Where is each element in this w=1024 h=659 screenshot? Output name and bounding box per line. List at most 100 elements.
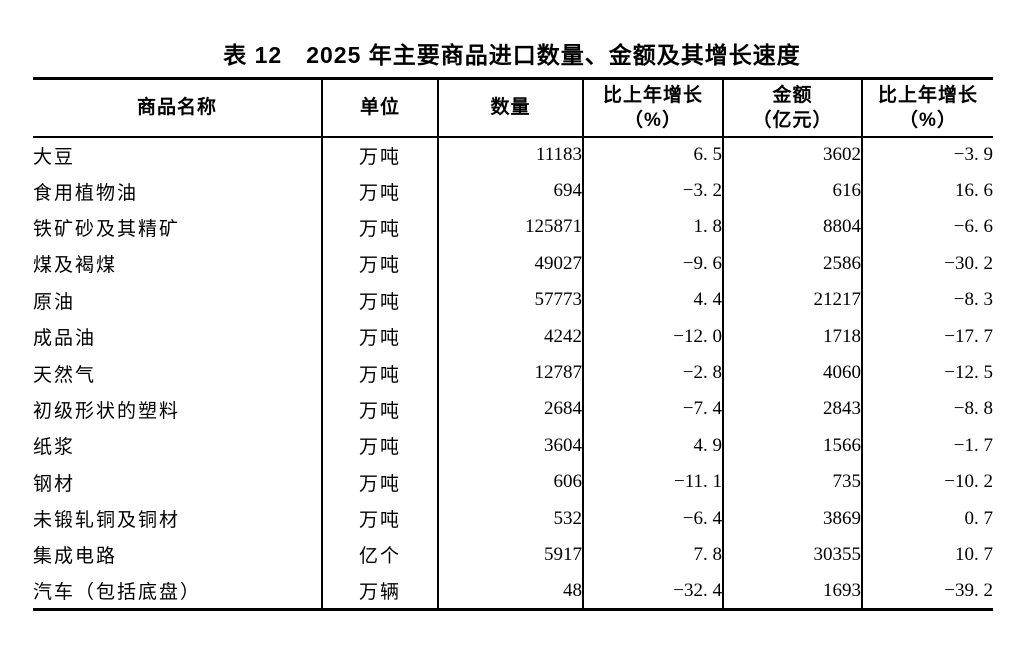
- table-title: 表 12 2025 年主要商品进口数量、金额及其增长速度: [223, 42, 801, 68]
- col-header-label: 数量: [490, 97, 531, 119]
- cell-amount-growth: −8. 8: [861, 391, 993, 428]
- col-header-sub: （亿元）: [752, 109, 833, 131]
- cell-unit: 万吨: [321, 245, 438, 283]
- col-header-label: 单位: [359, 97, 400, 119]
- cell-amount: 2843: [722, 391, 862, 428]
- cell-quantity-growth: −6. 4: [582, 500, 723, 537]
- cell-commodity-name: 汽车（包括底盘）: [33, 582, 202, 604]
- table-row: 集成电路 亿个 5917 7. 8 30355 10. 7: [33, 536, 993, 574]
- cell-unit: 万吨: [321, 209, 438, 246]
- cell-commodity-name: 纸浆: [33, 437, 76, 459]
- cell-unit: 万辆: [321, 573, 438, 610]
- col-header-sub: （%）: [624, 109, 682, 131]
- cell-amount-growth: 0. 7: [861, 500, 993, 537]
- cell-quantity: 532: [437, 500, 583, 537]
- cell-amount: 4060: [722, 354, 862, 392]
- cell-unit: 万吨: [321, 391, 438, 428]
- cell-quantity: 48: [437, 573, 583, 610]
- col-header-amount-growth: 比上年增长 （%）: [861, 78, 993, 138]
- col-header-commodity-name: 商品名称: [33, 78, 322, 138]
- cell-quantity-growth: −2. 8: [582, 354, 723, 392]
- cell-amount-growth: −6. 6: [861, 209, 993, 246]
- cell-unit: 万吨: [321, 427, 438, 465]
- cell-unit: 万吨: [321, 354, 438, 392]
- col-header-quantity: 数量: [437, 78, 583, 138]
- cell-unit: 万吨: [321, 282, 438, 319]
- cell-commodity-name: 初级形状的塑料: [33, 400, 181, 422]
- table-row: 大豆 万吨 11183 6. 5 3602 −3. 9: [33, 136, 993, 173]
- table-row: 汽车（包括底盘） 万辆 48 −32. 4 1693 −39. 2: [33, 573, 993, 610]
- table-row: 初级形状的塑料 万吨 2684 −7. 4 2843 −8. 8: [33, 391, 993, 428]
- col-header-amount: 金额 （亿元）: [722, 78, 862, 138]
- table-row: 煤及褐煤 万吨 49027 −9. 6 2586 −30. 2: [33, 245, 993, 283]
- cell-amount: 3869: [722, 500, 862, 537]
- cell-amount-growth: −3. 9: [861, 136, 993, 173]
- table-row: 钢材 万吨 606 −11. 1 735 −10. 2: [33, 464, 993, 501]
- cell-commodity-name: 铁矿砂及其精矿: [33, 218, 181, 240]
- cell-amount-growth: 16. 6: [861, 172, 993, 210]
- cell-commodity-name: 集成电路: [33, 546, 118, 568]
- cell-unit: 万吨: [321, 500, 438, 537]
- cell-amount: 1718: [722, 318, 862, 355]
- cell-quantity: 11183: [437, 136, 583, 173]
- col-header-label: 比上年增长: [877, 84, 978, 106]
- cell-commodity-name: 天然气: [33, 364, 97, 386]
- cell-commodity-name: 成品油: [33, 328, 97, 350]
- cell-amount: 30355: [722, 536, 862, 574]
- cell-amount-growth: −12. 5: [861, 354, 993, 392]
- cell-quantity: 694: [437, 172, 583, 210]
- cell-amount: 1693: [722, 573, 862, 610]
- cell-amount: 8804: [722, 209, 862, 246]
- cell-quantity: 12787: [437, 354, 583, 392]
- table-row: 成品油 万吨 4242 −12. 0 1718 −17. 7: [33, 318, 993, 355]
- cell-amount: 21217: [722, 282, 862, 319]
- cell-quantity: 606: [437, 464, 583, 501]
- cell-amount-growth: −39. 2: [861, 573, 993, 610]
- cell-unit: 万吨: [321, 464, 438, 501]
- cell-unit: 万吨: [321, 136, 438, 173]
- cell-commodity-name: 食用植物油: [33, 182, 139, 204]
- cell-amount-growth: −8. 3: [861, 282, 993, 319]
- cell-amount-growth: −30. 2: [861, 245, 993, 283]
- table-row: 未锻轧铜及铜材 万吨 532 −6. 4 3869 0. 7: [33, 500, 993, 537]
- cell-amount: 1566: [722, 427, 862, 465]
- cell-quantity: 49027: [437, 245, 583, 283]
- cell-quantity: 125871: [437, 209, 583, 246]
- cell-quantity-growth: 4. 4: [582, 282, 723, 319]
- cell-unit: 万吨: [321, 318, 438, 355]
- cell-quantity: 5917: [437, 536, 583, 574]
- col-header-unit: 单位: [321, 78, 438, 138]
- cell-quantity-growth: −32. 4: [582, 573, 723, 610]
- cell-quantity-growth: −7. 4: [582, 391, 723, 428]
- table-row: 天然气 万吨 12787 −2. 8 4060 −12. 5: [33, 354, 993, 392]
- cell-amount-growth: −1. 7: [861, 427, 993, 465]
- import-commodities-table: 商品名称 单位 数量 比上年增长 （%） 金额 （亿元） 比上年增长 （%）: [33, 77, 993, 612]
- col-header-label: 金额: [772, 84, 813, 106]
- cell-commodity-name: 原油: [33, 291, 76, 313]
- table-row: 原油 万吨 57773 4. 4 21217 −8. 3: [33, 282, 993, 319]
- cell-commodity-name: 大豆: [33, 146, 76, 168]
- cell-quantity: 4242: [437, 318, 583, 355]
- cell-commodity-name: 未锻轧铜及铜材: [33, 510, 181, 532]
- col-header-label: 商品名称: [136, 97, 217, 119]
- cell-quantity-growth: −12. 0: [582, 318, 723, 355]
- cell-amount-growth: 10. 7: [861, 536, 993, 574]
- cell-quantity-growth: 7. 8: [582, 536, 723, 574]
- cell-quantity-growth: −9. 6: [582, 245, 723, 283]
- cell-commodity-name: 钢材: [33, 473, 76, 495]
- cell-amount: 616: [722, 172, 862, 210]
- cell-quantity-growth: 1. 8: [582, 209, 723, 246]
- cell-quantity: 57773: [437, 282, 583, 319]
- col-header-quantity-growth: 比上年增长 （%）: [582, 78, 723, 138]
- cell-quantity-growth: 4. 9: [582, 427, 723, 465]
- cell-unit: 万吨: [321, 172, 438, 210]
- cell-commodity-name: 煤及褐煤: [33, 255, 118, 277]
- cell-amount: 2586: [722, 245, 862, 283]
- cell-amount: 735: [722, 464, 862, 501]
- cell-quantity: 2684: [437, 391, 583, 428]
- cell-quantity-growth: −3. 2: [582, 172, 723, 210]
- cell-unit: 亿个: [321, 536, 438, 574]
- table-row: 纸浆 万吨 3604 4. 9 1566 −1. 7: [33, 427, 993, 465]
- cell-amount-growth: −17. 7: [861, 318, 993, 355]
- header-row: 商品名称 单位 数量 比上年增长 （%） 金额 （亿元） 比上年增长 （%）: [33, 78, 993, 138]
